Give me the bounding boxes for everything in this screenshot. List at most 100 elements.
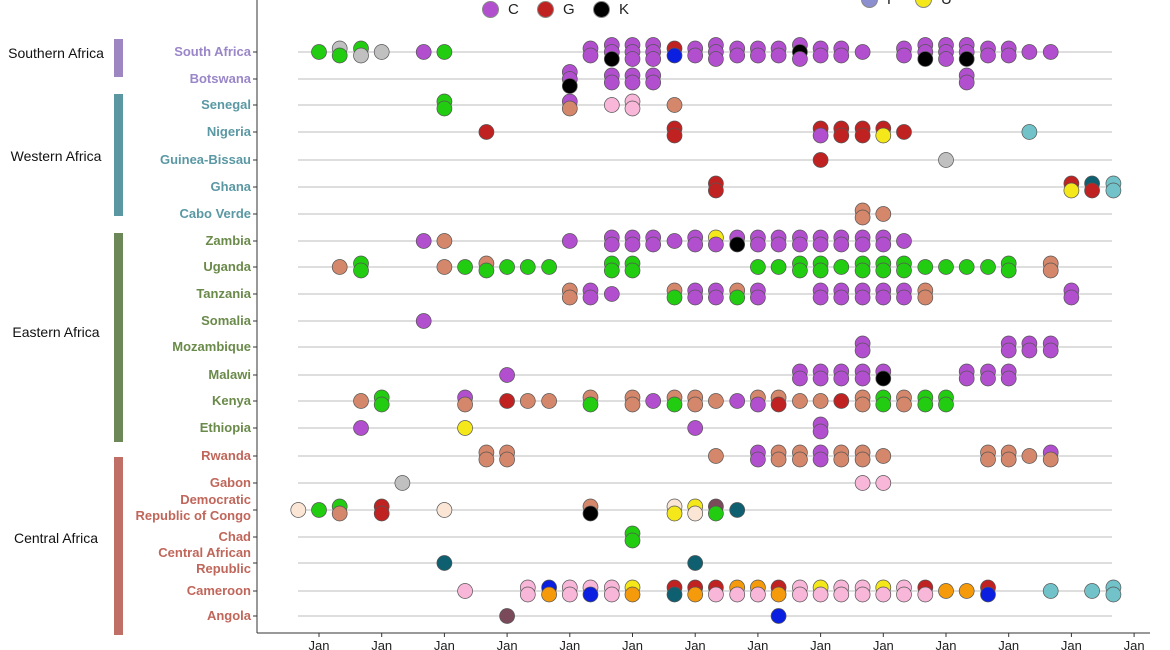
data-point [770,259,787,275]
data-point [854,209,871,226]
data-point [750,396,766,413]
country-label: Kenya [211,393,251,408]
data-point [833,393,850,409]
x-tick-label: Jan [622,638,643,650]
data-point [896,289,912,306]
data-point [708,505,724,522]
country-label: Nigeria [206,124,251,139]
data-point [373,505,390,522]
data-point [561,100,578,117]
group-bar-western [114,94,123,216]
data-point [624,396,641,413]
data-point [1042,451,1059,468]
data-point [541,586,557,603]
data-point [436,502,453,518]
data-point [457,420,473,436]
data-point [290,502,307,518]
data-point [1063,182,1080,199]
data-point [917,289,934,306]
group-label-eastern: Eastern Africa [12,324,100,340]
data-point [750,259,766,275]
data-point [833,451,850,468]
data-point [875,586,892,603]
data-point [729,393,746,409]
data-point [394,475,411,491]
data-point [917,51,934,67]
data-point [792,51,808,67]
data-point [1042,583,1059,599]
country-label: Uganda [203,259,251,274]
data-point [938,396,954,413]
data-point [854,396,871,413]
data-point [854,342,871,359]
data-point [792,236,808,253]
data-point [666,505,683,522]
data-point [519,393,536,409]
data-point [896,586,912,603]
data-point [519,259,536,275]
data-point [436,44,453,60]
data-point [812,236,829,253]
data-point [875,475,892,491]
data-point [854,262,871,279]
data-point [770,396,787,413]
data-point [331,259,348,275]
country-label: Ghana [210,179,251,194]
data-point [353,262,369,279]
data-point [687,236,704,253]
data-point [792,586,808,603]
data-point [415,44,432,60]
data-point [415,313,432,329]
country-label: Malawi [208,367,251,382]
data-point [708,393,724,409]
data-point [750,586,766,603]
data-point [457,259,473,275]
data-point [812,451,829,468]
data-point [938,583,954,599]
data-point [917,259,934,275]
country-label: Botswana [189,71,251,86]
data-point [624,262,641,279]
data-point [561,78,578,94]
data-point [499,259,515,275]
data-point [833,259,850,275]
data-point [750,236,766,253]
data-point [958,51,975,67]
data-point [750,289,766,306]
data-point [770,451,787,468]
data-point [875,289,892,306]
data-point [770,608,787,624]
data-point [958,583,975,599]
data-point [896,396,912,413]
data-point [770,586,787,603]
data-point [582,396,599,413]
country-label: Guinea-Bissau [159,152,251,167]
legend-item-c: C [482,1,519,18]
data-point [833,236,850,253]
data-point [687,555,704,571]
data-point [1105,182,1122,199]
data-point [499,608,515,624]
group-bar-central [114,457,123,635]
country-label: Ethiopia [199,420,251,435]
legend-dot [593,1,610,18]
data-point [353,393,369,409]
data-point [373,44,390,60]
data-point [561,289,578,306]
country-label: Cameroon [186,583,251,598]
group-label-western: Western Africa [10,148,102,164]
data-point [645,393,662,409]
data-point [958,259,975,275]
data-point [980,47,996,64]
legend-dot [537,1,554,18]
data-point [373,396,390,413]
data-point [478,262,495,279]
data-point [331,505,348,522]
legend-item-u: U [915,0,952,8]
data-point [687,586,704,603]
data-point [311,502,327,518]
data-point [729,586,746,603]
country-label: Mozambique [172,339,251,354]
data-point [833,586,850,603]
